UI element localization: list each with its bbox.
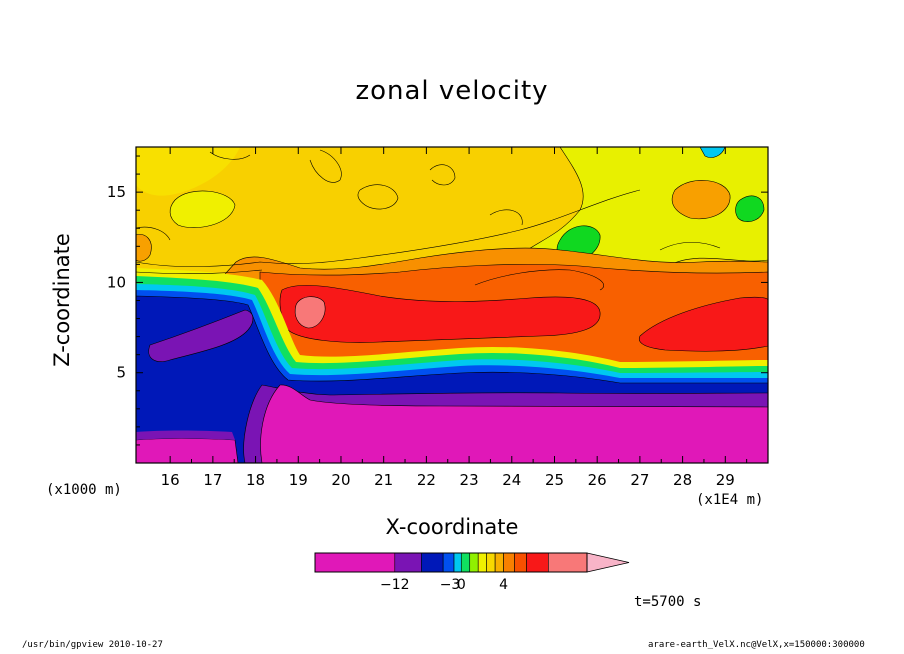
region-left-magenta: [136, 438, 239, 463]
colorbar-swatch: [494, 552, 504, 573]
colorbar-label: −3: [440, 577, 461, 593]
colorbar-label: 4: [499, 577, 508, 593]
y-axis-label: Z-coordinate: [50, 233, 74, 367]
x-tick-label: 23: [460, 471, 479, 489]
colorbar-label: −12: [380, 577, 410, 593]
x-tick-label: 28: [673, 471, 692, 489]
x-tick-label: 27: [630, 471, 649, 489]
x-tick-label: 20: [331, 471, 350, 489]
x-tick-label: 29: [716, 471, 735, 489]
region-upper-light: [136, 147, 240, 196]
colorbar-swatch: [469, 552, 479, 573]
region-jet-max: [294, 296, 326, 329]
colorbar-swatch: [460, 552, 471, 573]
time-annotation: t=5700 s: [634, 594, 702, 610]
x-axis-label: X-coordinate: [385, 515, 519, 539]
y-tick-label: 10: [107, 273, 126, 291]
colorbar: −12 −30 4: [314, 552, 630, 593]
x-tick-label: 19: [289, 471, 308, 489]
colorbar-swatch: [314, 552, 396, 573]
chart-title: zonal velocity: [355, 76, 549, 106]
x-tick-label: 16: [161, 471, 180, 489]
region-jet-core-2: [638, 296, 768, 352]
y-axis-unit: (x1000 m): [46, 482, 122, 498]
colorbar-swatch: [442, 552, 455, 573]
region-orange-upper: [671, 180, 731, 220]
colorbar-swatch: [548, 552, 588, 573]
footer-left: /usr/bin/gpview 2010-10-27: [22, 640, 163, 650]
colorbar-swatch: [514, 552, 527, 573]
x-tick-label: 26: [588, 471, 607, 489]
x-axis-unit: (x1E4 m): [696, 492, 764, 508]
colorbar-frame: [314, 552, 588, 573]
colorbar-extension-arrow: [586, 552, 630, 573]
x-tick-label: 17: [203, 471, 222, 489]
y-tick-label: 15: [107, 183, 126, 201]
colorbar-swatch: [477, 552, 487, 573]
colorbar-swatch: [503, 552, 515, 573]
region-jet-core: [279, 285, 601, 343]
region-green-2: [735, 195, 765, 223]
x-tick-label: 22: [417, 471, 436, 489]
region-yellow-1: [169, 190, 236, 228]
y-tick-label: 5: [116, 364, 126, 382]
region-surface-magenta: [260, 384, 768, 463]
region-upstream-purple: [148, 309, 254, 362]
colorbar-swatch: [453, 552, 462, 573]
x-tick-label: 18: [246, 471, 265, 489]
colorbar-swatch: [421, 552, 444, 573]
contour-field: [136, 147, 768, 463]
region-orange-left: [136, 234, 152, 262]
x-tick-label: 25: [545, 471, 564, 489]
plot-frame: [135, 146, 769, 464]
region-left-purple: [136, 430, 235, 440]
x-tick-label: 24: [502, 471, 521, 489]
colorbar-swatch: [394, 552, 422, 573]
colorbar-swatch: [486, 552, 496, 573]
x-tick-label: 21: [374, 471, 393, 489]
footer-right: arare-earth_VelX.nc@VelX,x=150000:300000: [648, 640, 865, 650]
colorbar-swatch: [526, 552, 549, 573]
colorbar-label: 0: [457, 577, 466, 593]
axes: 16 17 18 19 20 21 22 23 24 25 26 27 28 29 5 10 15: [107, 147, 768, 489]
